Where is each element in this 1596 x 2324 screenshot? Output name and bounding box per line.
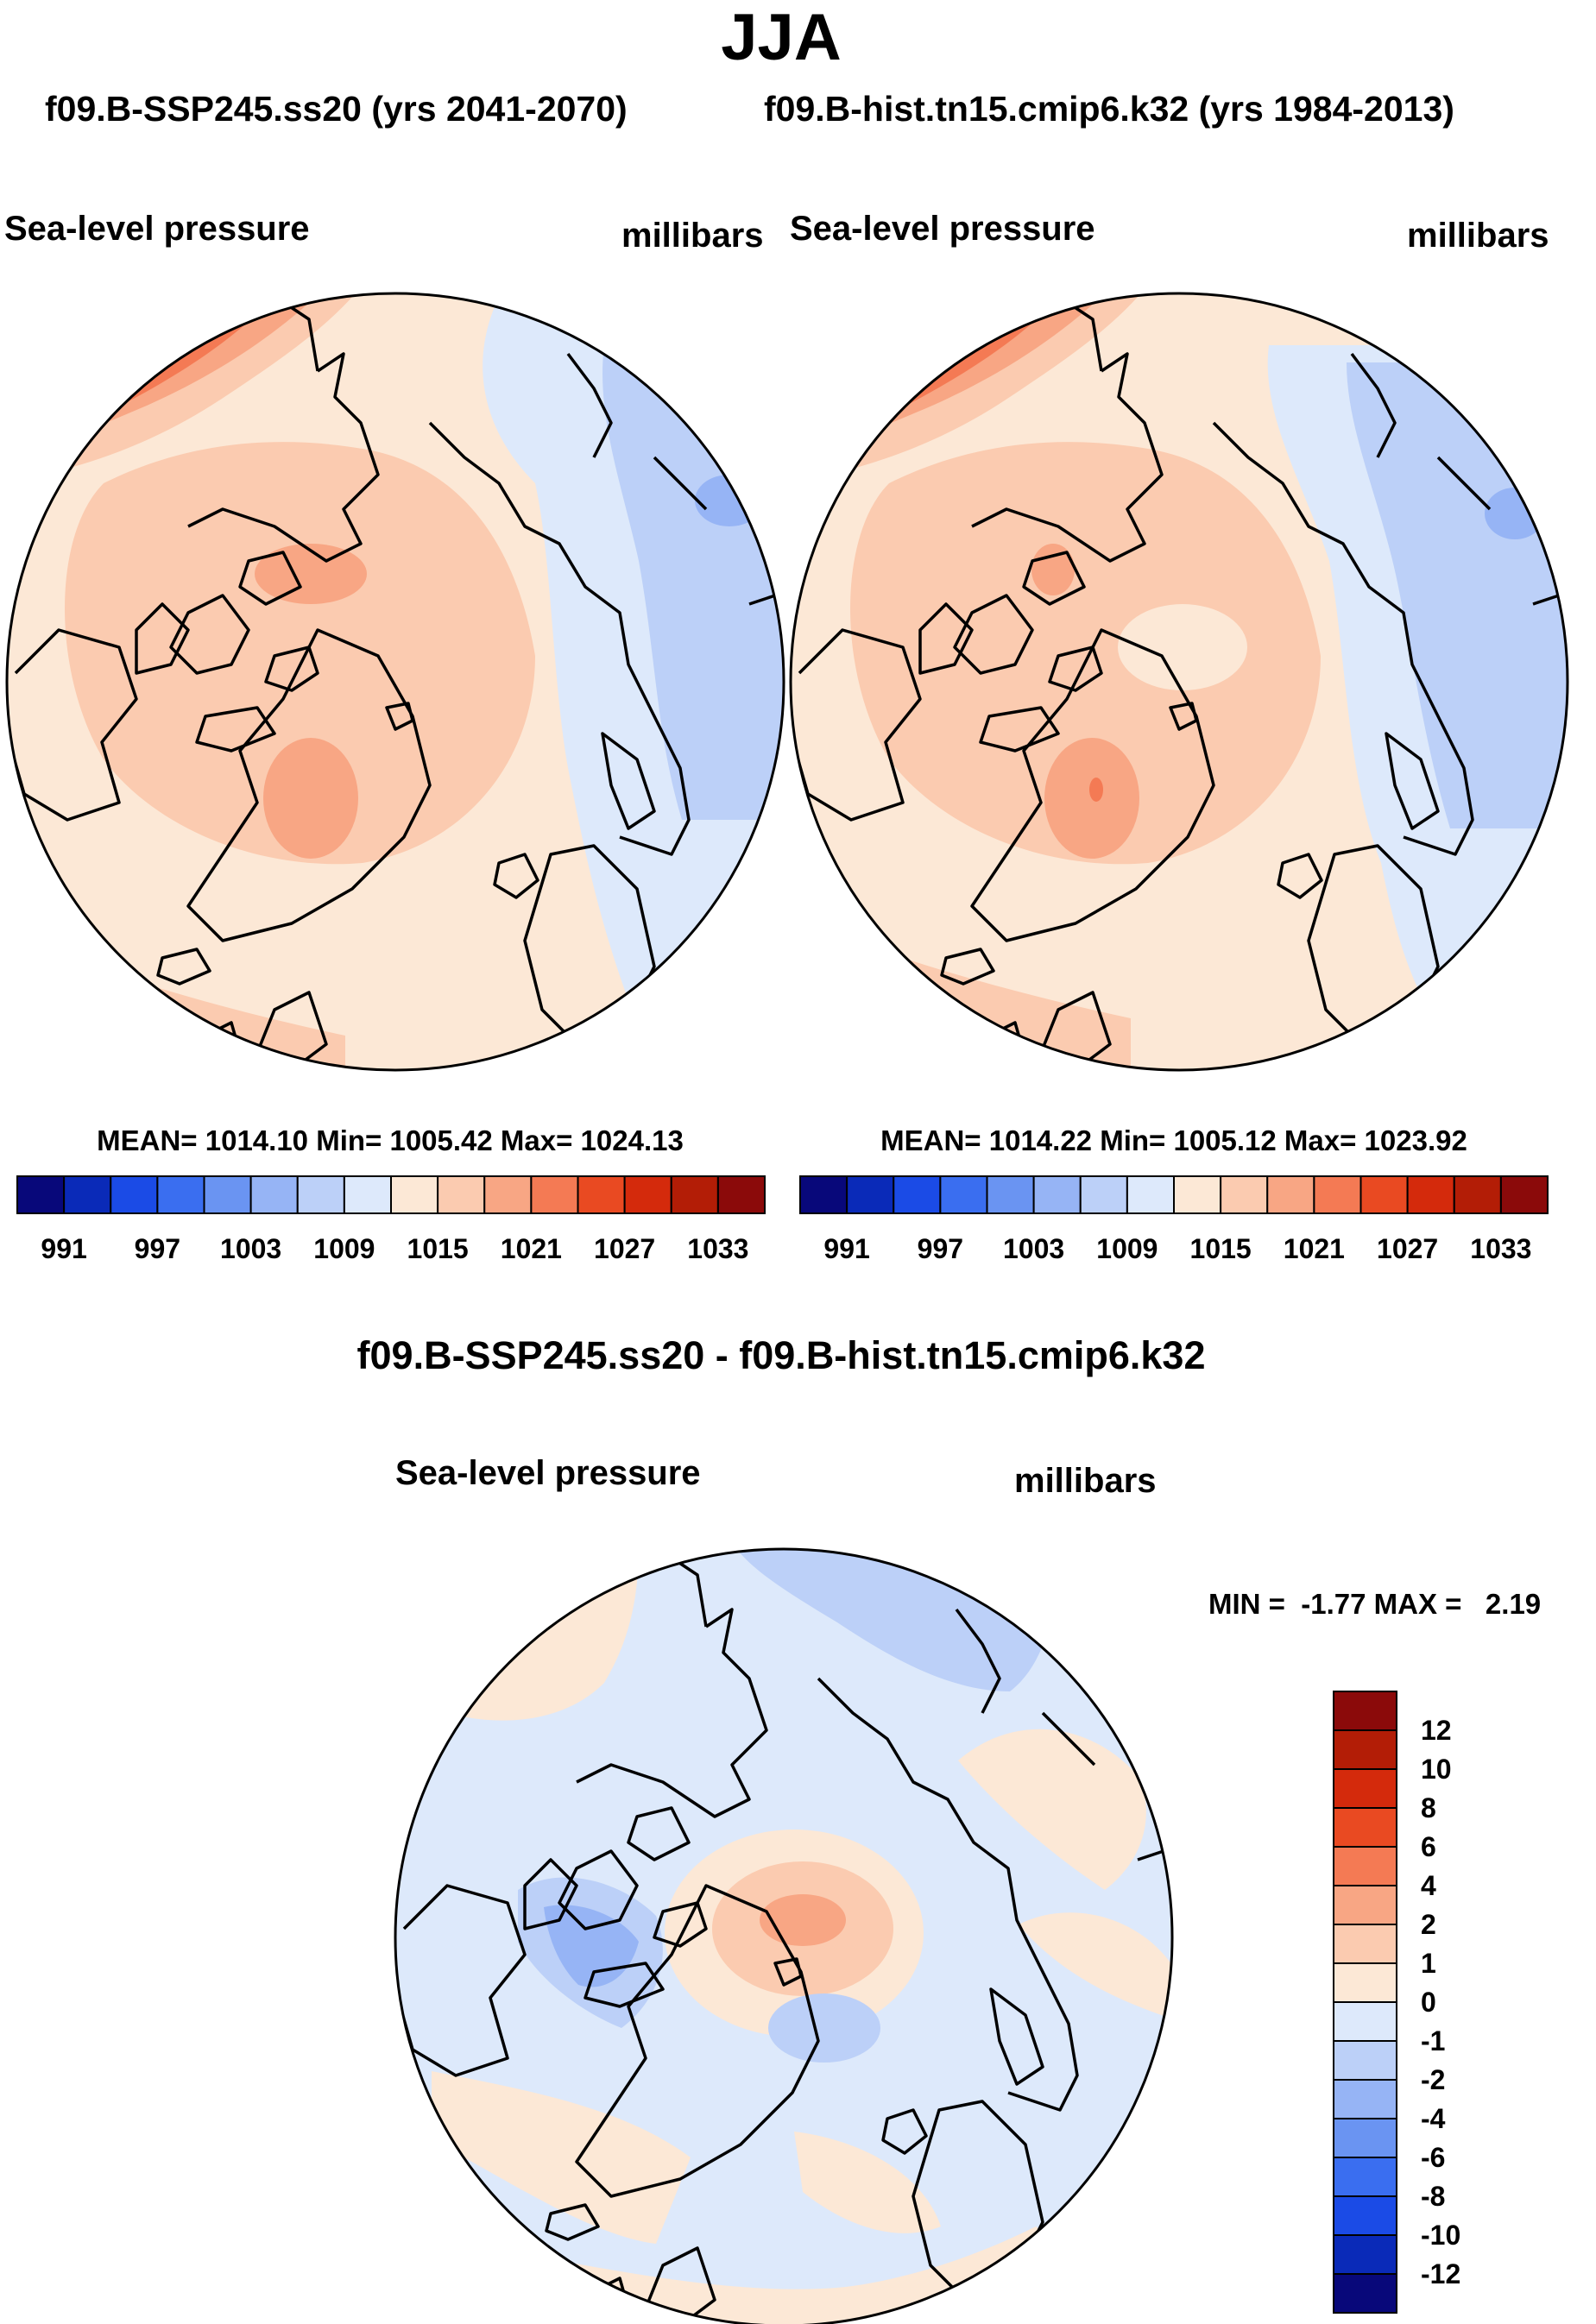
colorbar-panel2-tick-label: 1003: [1003, 1233, 1064, 1264]
colorbar-panel1-tick-label: 1033: [687, 1233, 748, 1264]
colorbar-diff-tick-label: 6: [1421, 1831, 1436, 1862]
colorbar-panel1-swatch: [156, 1175, 205, 1214]
colorbar-diff-swatch: [1333, 2118, 1397, 2158]
colorbar-diff-swatch: [1333, 2195, 1397, 2236]
colorbar-diff-swatch: [1333, 1962, 1397, 2003]
colorbar-panel2-swatch: [1453, 1175, 1502, 1214]
colorbar-panel2-swatch: [799, 1175, 848, 1214]
colorbar-diff-swatch: [1333, 2273, 1397, 2314]
colorbar-panel1-swatch: [343, 1175, 392, 1214]
colorbar-panel1-swatch: [623, 1175, 672, 1214]
colorbar-panel1-swatch: [577, 1175, 626, 1214]
colorbar-panel2-swatch: [1126, 1175, 1175, 1214]
colorbar-panel2-swatch: [1499, 1175, 1549, 1214]
colorbar-diff-swatch: [1333, 1807, 1397, 1848]
colorbar-panel2-swatch: [1220, 1175, 1269, 1214]
colorbar-panel1-swatch: [390, 1175, 439, 1214]
colorbar-diff-tick-label: 10: [1421, 1754, 1452, 1785]
colorbar-diff-swatch: [1333, 2157, 1397, 2197]
colorbar-panel1-tick-label: 1015: [407, 1233, 469, 1264]
diff-title: f09.B-SSP245.ss20 - f09.B-hist.tn15.cmip…: [356, 1333, 1206, 1377]
colorbar-diff-tick-label: 8: [1421, 1792, 1436, 1823]
diff-minmax: MIN = -1.77 MAX = 2.19: [1208, 1588, 1542, 1620]
season-title: JJA: [721, 1, 842, 74]
colorbar-panel1-swatch: [716, 1175, 766, 1214]
colorbar-panel2-tick-label: 991: [823, 1233, 869, 1264]
colorbar-panel1-tick-label: 1003: [220, 1233, 281, 1264]
colorbar-diff-tick-label: -6: [1421, 2142, 1445, 2173]
colorbar-diff-tick-label: -10: [1421, 2220, 1460, 2251]
colorbar-diff-tick-label: -8: [1421, 2181, 1445, 2212]
colorbar-panel2-tick-label: 1021: [1284, 1233, 1345, 1264]
colorbar-diff-swatch: [1333, 1768, 1397, 1809]
colorbar-panel1-swatch: [249, 1175, 299, 1214]
colorbar-panel1-tick-label: 991: [41, 1233, 86, 1264]
colorbar-panel2-swatch: [986, 1175, 1035, 1214]
panel2-variable: Sea-level pressure: [790, 210, 1095, 248]
panel2-units: millibars: [1407, 217, 1549, 255]
colorbar-panel1-tick-label: 997: [135, 1233, 180, 1264]
colorbar-panel2-tick-label: 1027: [1377, 1233, 1438, 1264]
colorbar-diff-swatch: [1333, 2001, 1397, 2042]
colorbar-panel1: 991 997 1003 1009 1015 1021 1027 1033: [16, 1175, 766, 1264]
colorbar-panel2-tick-label: 997: [918, 1233, 963, 1264]
colorbar-panel1-swatch: [670, 1175, 719, 1214]
colorbar-panel2-swatch: [1032, 1175, 1082, 1214]
subtitle-right: f09.B-hist.tn15.cmip6.k32 (yrs 1984-2013…: [764, 89, 1454, 129]
colorbar-panel2-swatch: [1359, 1175, 1409, 1214]
colorbar-panel2-swatch: [1266, 1175, 1315, 1214]
panel1-stats: MEAN= 1014.10 Min= 1005.42 Max= 1024.13: [97, 1124, 684, 1156]
panel1-units: millibars: [621, 217, 764, 255]
colorbar-diff-swatch: [1333, 2040, 1397, 2081]
colorbar-diff-swatch: [1333, 1691, 1397, 1731]
colorbar-panel2-tick-label: 1009: [1096, 1233, 1158, 1264]
colorbar-panel1-tick-label: 1009: [313, 1233, 375, 1264]
colorbar-diff-tick-label: 12: [1421, 1715, 1452, 1746]
diff-units: millibars: [1014, 1462, 1157, 1500]
colorbar-panel1-swatch: [63, 1175, 112, 1214]
colorbar-panel2-swatch: [893, 1175, 942, 1214]
map-panel-1: [5, 292, 785, 1072]
colorbar-panel1-swatch: [203, 1175, 252, 1214]
colorbar-diff-tick-label: -2: [1421, 2064, 1445, 2095]
subtitle-left: f09.B-SSP245.ss20 (yrs 2041-2070): [45, 89, 628, 129]
diff-variable: Sea-level pressure: [395, 1454, 701, 1492]
colorbar-diff-swatch: [1333, 1924, 1397, 1964]
colorbar-panel1-tick-label: 1027: [594, 1233, 655, 1264]
colorbar-diff-tick-label: 2: [1421, 1909, 1436, 1940]
colorbar-diff-tick-label: 0: [1421, 1987, 1436, 2018]
colorbar-panel1-swatch: [530, 1175, 579, 1214]
colorbar-diff-swatch: [1333, 2234, 1397, 2275]
colorbar-panel2-swatch: [846, 1175, 895, 1214]
colorbar-panel2-swatch: [1079, 1175, 1128, 1214]
colorbar-panel2: 991 997 1003 1009 1015 1021 1027 1033: [799, 1175, 1549, 1264]
map-panel-2: [789, 292, 1569, 1072]
colorbar-diff-tick-label: 1: [1421, 1948, 1436, 1979]
colorbar-panel2-swatch: [1406, 1175, 1455, 1214]
colorbar-panel1-swatch: [110, 1175, 159, 1214]
colorbar-diff-swatch: [1333, 2079, 1397, 2119]
colorbar-diff-tick-label: -1: [1421, 2025, 1445, 2056]
colorbar-panel1-swatch: [296, 1175, 345, 1214]
colorbar-diff-tick-label: -4: [1421, 2103, 1446, 2134]
colorbar-diff-swatch: [1333, 1885, 1397, 1925]
colorbar-panel1-swatch: [437, 1175, 486, 1214]
colorbar-panel2-tick-label: 1033: [1470, 1233, 1531, 1264]
colorbar-panel2-swatch: [1313, 1175, 1362, 1214]
colorbar-panel2-tick-label: 1015: [1190, 1233, 1252, 1264]
colorbar-panel1-tick-label: 1021: [501, 1233, 562, 1264]
colorbar-diff-swatch: [1333, 1729, 1397, 1770]
colorbar-panel2-swatch: [1173, 1175, 1222, 1214]
panel1-variable: Sea-level pressure: [4, 210, 310, 248]
colorbar-diff-swatch: [1333, 1846, 1397, 1886]
colorbar-panel1-swatch: [16, 1175, 66, 1214]
colorbar-diff-tick-label: 4: [1421, 1870, 1436, 1901]
colorbar-panel1-swatch: [483, 1175, 533, 1214]
colorbar-diff-tick-label: -12: [1421, 2258, 1460, 2289]
panel2-stats: MEAN= 1014.22 Min= 1005.12 Max= 1023.92: [880, 1124, 1467, 1156]
colorbar-panel2-swatch: [939, 1175, 988, 1214]
map-panel-diff: [394, 1547, 1174, 2324]
